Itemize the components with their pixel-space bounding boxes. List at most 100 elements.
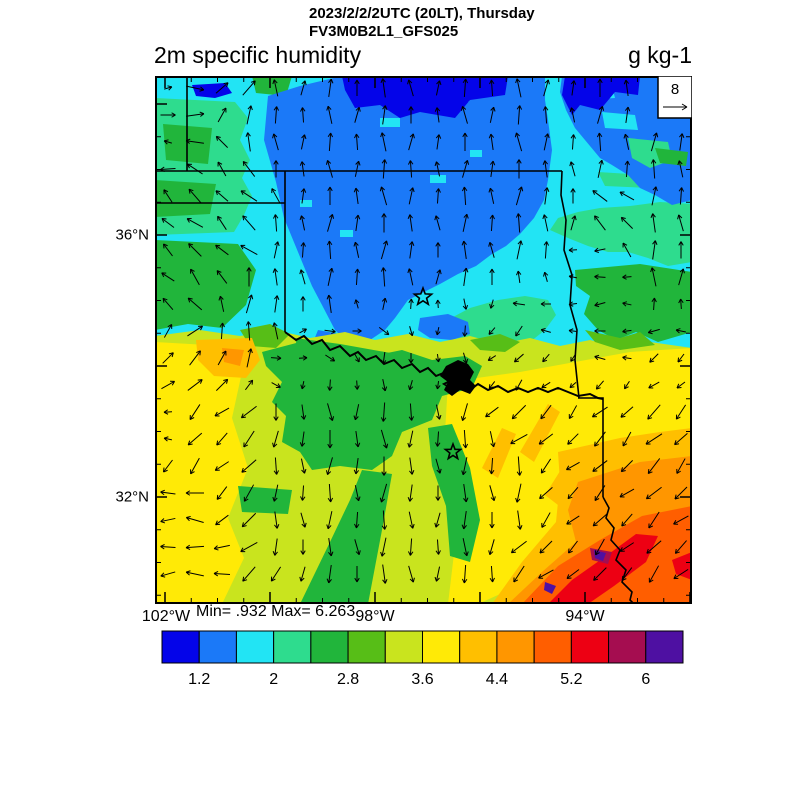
wind-arrow-head [461, 578, 465, 584]
wind-arrow-head [353, 242, 356, 247]
wind-arrow-head [304, 80, 307, 86]
wind-arrow-head [653, 132, 657, 137]
wind-arrow-shaft [485, 406, 499, 418]
wind-arrow [461, 186, 468, 206]
wind-arrow-head [271, 578, 276, 582]
wind-arrow-shaft [301, 485, 305, 501]
wind-arrow [674, 540, 687, 554]
wind-arrow [218, 295, 225, 312]
wind-arrow [543, 271, 549, 282]
wind-arrow-head [242, 215, 248, 218]
wind-arrow-head [623, 134, 626, 139]
wind-arrow-head [277, 241, 280, 247]
wind-arrow-shaft [594, 302, 606, 306]
wind-arrow-head [382, 360, 387, 365]
wind-arrow-shaft [435, 80, 441, 96]
wind-arrow-head [357, 328, 362, 332]
wind-arrow-head [435, 496, 439, 501]
wind-arrow-head [386, 443, 389, 449]
wind-arrow [649, 353, 659, 363]
wind-arrow-head [466, 551, 469, 556]
wind-arrow-head [199, 89, 204, 92]
wind-arrow-head [538, 439, 542, 445]
wind-arrow-shaft [354, 107, 360, 123]
wind-arrow-shaft [327, 268, 333, 286]
wind-arrow [354, 214, 361, 231]
wind-arrow-head [568, 328, 574, 331]
wind-arrow-head [516, 159, 520, 164]
wind-arrow-head [516, 132, 520, 137]
wind-arrow-head [651, 267, 656, 272]
wind-arrow-head [649, 357, 652, 363]
wind-arrow-shaft [354, 161, 360, 177]
wind-arrow [592, 406, 608, 418]
wind-arrow-head [226, 82, 229, 88]
wind-arrow-head [488, 384, 491, 389]
wind-arrow [570, 80, 577, 96]
wind-arrow-head [407, 160, 411, 165]
wind-arrow-head [386, 330, 390, 335]
wind-arrow-head [488, 133, 492, 139]
wind-arrow [215, 514, 229, 526]
wind-arrow [378, 326, 390, 336]
wind-arrow-head [329, 386, 333, 391]
wind-arrow [328, 78, 334, 97]
wind-arrow-shaft [594, 215, 606, 231]
wind-arrow-head [436, 80, 440, 85]
wind-arrow [462, 298, 469, 310]
wind-arrow-head [462, 132, 466, 138]
wind-arrow-shaft [512, 302, 526, 306]
wind-arrow-head [622, 276, 627, 280]
wind-arrow-head [682, 268, 685, 274]
wind-arrow-shaft [463, 484, 467, 502]
wind-arrow-shaft [382, 564, 386, 584]
wind-arrow-head [226, 379, 229, 384]
wind-arrow-head [301, 385, 306, 390]
wind-arrow-head [409, 187, 414, 192]
wind-arrow-shaft [355, 431, 359, 447]
wind-arrow-head [567, 442, 573, 445]
wind-arrow-head [273, 470, 278, 475]
wind-arrow-head [489, 160, 494, 165]
wind-arrow-shaft [328, 132, 332, 152]
wind-arrow-head [655, 186, 658, 192]
wind-arrow-head [490, 106, 495, 111]
wind-arrow-head [437, 385, 441, 390]
wind-arrow [272, 133, 279, 151]
wind-arrow-head [215, 523, 221, 526]
wind-arrow-head [489, 469, 492, 475]
wind-arrow-shaft [463, 78, 467, 98]
wind-arrow-head [185, 571, 190, 576]
wind-arrow-shaft [517, 213, 521, 233]
wind-arrow [510, 433, 528, 445]
wind-arrow-shaft [247, 321, 251, 341]
wind-arrow-head [570, 358, 576, 362]
wind-arrow-shaft [568, 302, 578, 306]
wind-arrow-head [215, 136, 218, 141]
wind-arrow-shaft [538, 433, 554, 445]
wind-arrow-head [539, 551, 545, 554]
wind-arrow-shaft [490, 79, 494, 97]
wind-arrow-head [187, 440, 191, 446]
wind-arrow-head [436, 331, 441, 336]
wind-arrow [353, 458, 360, 475]
wind-arrow-head [538, 574, 542, 579]
humidity-region-navy-top-left [192, 83, 232, 98]
wind-arrow-head [304, 468, 307, 474]
lat-label-36n: 36°N [115, 226, 149, 244]
wind-arrow [566, 569, 580, 580]
wind-arrow-head [355, 497, 360, 502]
wind-arrow-shaft [355, 133, 359, 151]
wind-arrow [217, 161, 227, 177]
wind-arrow-head [463, 186, 468, 192]
wind-arrow [216, 270, 228, 284]
wind-arrow-head [593, 524, 598, 527]
wind-arrow [353, 241, 360, 258]
wind-arrow-head [330, 78, 334, 84]
wind-arrow-head [161, 218, 165, 223]
wind-arrow [407, 268, 414, 286]
wind-arrow-shaft [409, 484, 413, 502]
wind-arrow-shaft [543, 214, 549, 232]
wind-arrow-head [515, 333, 520, 337]
wind-arrow-shaft [597, 106, 603, 124]
